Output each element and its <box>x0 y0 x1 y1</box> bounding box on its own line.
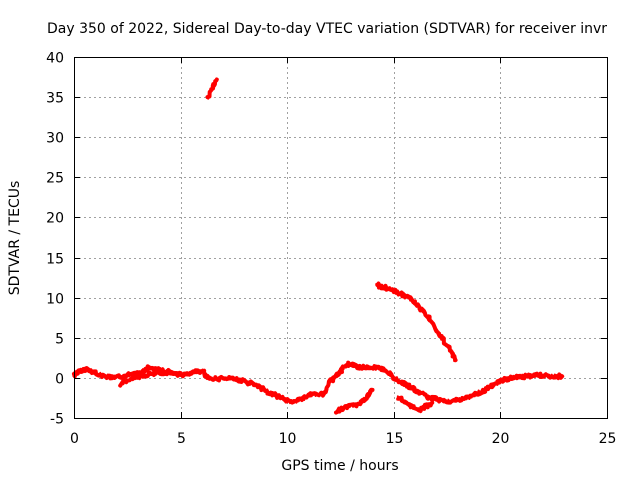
y-axis-label: SDTVAR / TECUs <box>7 181 23 296</box>
series-segment-6 <box>205 77 219 100</box>
series-segment-1 <box>71 360 565 405</box>
x-tick-label: 20 <box>492 431 510 447</box>
chart-title: Day 350 of 2022, Sidereal Day-to-day VTE… <box>47 21 607 37</box>
series-line <box>375 281 458 363</box>
series-segment-5 <box>375 281 458 363</box>
x-tick-label: 10 <box>279 431 297 447</box>
x-tick-label: 5 <box>177 431 186 447</box>
series-line <box>375 283 457 363</box>
series-group <box>71 77 565 415</box>
series-line <box>206 77 218 98</box>
series-line <box>396 398 434 413</box>
series-line <box>120 370 176 386</box>
series-line <box>72 361 564 404</box>
y-tick-label: 40 <box>46 51 64 67</box>
x-tick-label: 25 <box>599 431 617 447</box>
y-tick-label: 5 <box>55 332 64 348</box>
x-axis-label: GPS time / hours <box>281 458 398 474</box>
series-line <box>335 388 374 413</box>
plot-frame <box>74 57 608 419</box>
series-segment-3 <box>334 387 375 415</box>
grid <box>74 57 607 418</box>
x-tick-label: 0 <box>70 431 79 447</box>
x-tick-label: 15 <box>386 431 404 447</box>
y-tick-label: 10 <box>46 292 64 308</box>
y-tick-label: 15 <box>46 252 64 268</box>
series-line <box>375 283 457 362</box>
series-segment-4 <box>396 395 435 414</box>
y-tick-label: 0 <box>55 372 64 388</box>
y-tick-label: 35 <box>46 91 64 107</box>
ticks: -5 0 5 10 15 20 25 30 35 40 0 5 10 15 20 25 <box>46 51 616 448</box>
y-tick-label: 30 <box>46 131 64 147</box>
y-tick-label: -5 <box>50 412 64 428</box>
y-tick-label: 20 <box>46 211 64 227</box>
y-tick-label: 25 <box>46 171 64 187</box>
series-segment-2 <box>118 369 177 388</box>
